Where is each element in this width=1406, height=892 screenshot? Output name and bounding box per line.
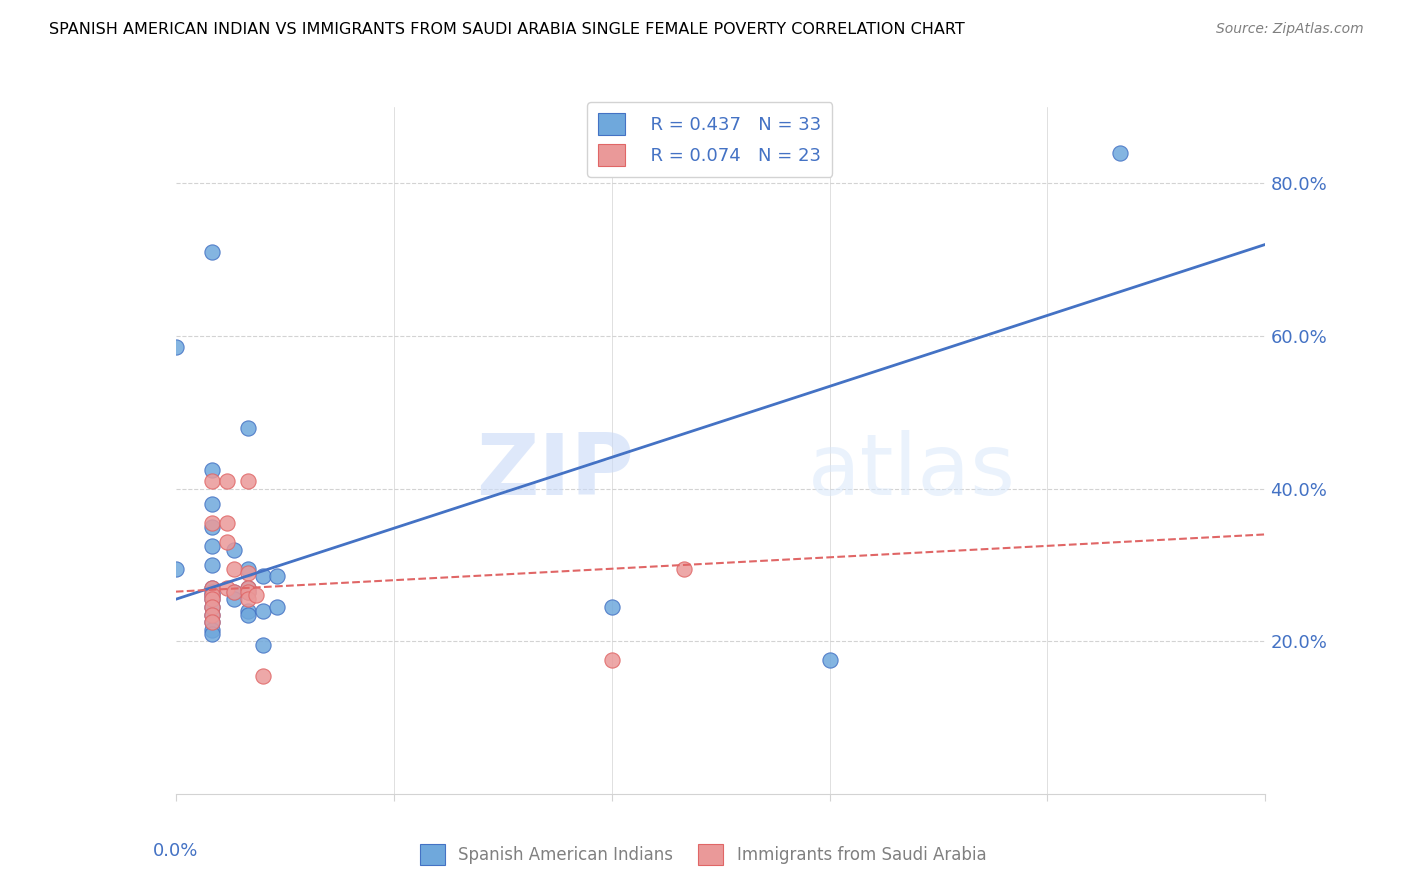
Text: atlas: atlas xyxy=(807,430,1015,513)
Point xyxy=(201,626,224,640)
Point xyxy=(238,562,260,576)
Point xyxy=(238,581,260,595)
Point xyxy=(201,581,224,595)
Point xyxy=(201,539,224,553)
Point xyxy=(215,516,238,530)
Point xyxy=(238,566,260,580)
Text: Source: ZipAtlas.com: Source: ZipAtlas.com xyxy=(1216,22,1364,37)
Point xyxy=(252,569,274,583)
Point xyxy=(201,607,224,622)
Point xyxy=(222,592,245,607)
Point xyxy=(222,584,245,599)
Legend:   R = 0.437   N = 33,   R = 0.074   N = 23: R = 0.437 N = 33, R = 0.074 N = 23 xyxy=(586,103,832,178)
Point xyxy=(215,535,238,549)
Point xyxy=(201,558,224,572)
Point xyxy=(222,562,245,576)
Point xyxy=(238,584,260,599)
Point xyxy=(201,584,224,599)
Point xyxy=(252,638,274,652)
Point xyxy=(201,589,224,603)
Point xyxy=(818,653,841,667)
Text: SPANISH AMERICAN INDIAN VS IMMIGRANTS FROM SAUDI ARABIA SINGLE FEMALE POVERTY CO: SPANISH AMERICAN INDIAN VS IMMIGRANTS FR… xyxy=(49,22,965,37)
Text: 0.0%: 0.0% xyxy=(153,842,198,860)
Point xyxy=(201,462,224,476)
Point xyxy=(201,623,224,637)
Point xyxy=(252,604,274,618)
Point xyxy=(238,604,260,618)
Point xyxy=(238,474,260,488)
Point xyxy=(165,340,187,354)
Point xyxy=(238,584,260,599)
Point xyxy=(201,599,224,614)
Point xyxy=(600,599,623,614)
Point xyxy=(201,497,224,511)
Point xyxy=(215,581,238,595)
Point xyxy=(245,589,267,603)
Point xyxy=(201,615,224,630)
Point xyxy=(238,592,260,607)
Point xyxy=(201,615,224,630)
Point xyxy=(600,653,623,667)
Point xyxy=(238,607,260,622)
Point xyxy=(201,245,224,260)
Legend: Spanish American Indians, Immigrants from Saudi Arabia: Spanish American Indians, Immigrants fro… xyxy=(411,834,995,875)
Point xyxy=(266,569,288,583)
Point xyxy=(1109,145,1132,160)
Point xyxy=(201,592,224,607)
Point xyxy=(266,599,288,614)
Point xyxy=(201,607,224,622)
Point xyxy=(201,599,224,614)
Point xyxy=(252,668,274,682)
Point xyxy=(673,562,696,576)
Point xyxy=(165,562,187,576)
Point xyxy=(222,584,245,599)
Point xyxy=(215,474,238,488)
Point xyxy=(201,474,224,488)
Point xyxy=(201,520,224,534)
Text: ZIP: ZIP xyxy=(475,430,633,513)
Point xyxy=(201,592,224,607)
Point xyxy=(201,516,224,530)
Point xyxy=(238,420,260,434)
Point xyxy=(238,581,260,595)
Point xyxy=(222,542,245,557)
Point xyxy=(201,581,224,595)
Point xyxy=(201,589,224,603)
